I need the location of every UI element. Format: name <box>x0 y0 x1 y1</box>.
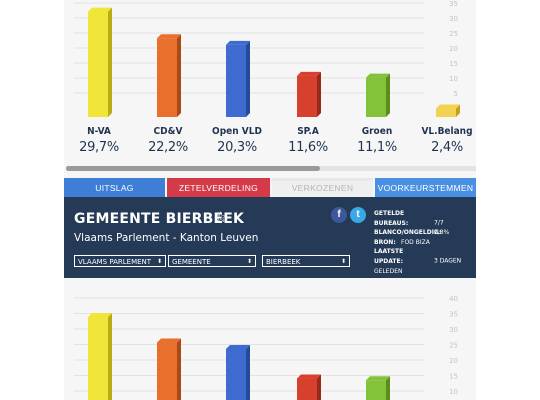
bar-side <box>108 313 112 400</box>
bar <box>297 75 317 117</box>
bar-top <box>226 40 250 45</box>
y-tick-label: 20 <box>449 357 458 365</box>
info-row: LAATSTE UPDATE: 3 DAGEN GELEDEN <box>374 248 462 275</box>
party-label: N-VA <box>87 126 111 137</box>
bar-top <box>157 34 181 39</box>
bar-top <box>297 71 321 76</box>
party-percentage: 22,2% <box>148 140 188 155</box>
results-chart-bottom: 40 35 30 25 20 15 10 <box>64 278 476 400</box>
tab-verkozenen[interactable]: VERKOZENEN <box>272 178 373 197</box>
party-percentage: 20,3% <box>217 140 257 155</box>
bar-chart-bottom: 40 35 30 25 20 15 10 <box>74 295 458 400</box>
election-info: GETELDE BUREAUS: 7/7 BLANCO/ONGELDIG:2,8%… <box>374 209 476 276</box>
bar-chart-top: 35 30 25 20 15 10 5 <box>74 0 460 118</box>
y-tick-label: 5 <box>454 90 458 98</box>
bar-top <box>297 374 321 379</box>
bar <box>436 108 456 117</box>
tab-bar: UITSLAG ZETELVERDELING VERKOZENEN VOORKE… <box>64 178 476 197</box>
y-tick-label: 10 <box>449 388 458 396</box>
results-chart-top: 35 30 25 20 15 10 5 N-VA CD&V Open VLD SP.A Gr… <box>64 0 476 172</box>
bar <box>226 44 246 118</box>
facebook-icon[interactable]: f <box>331 207 347 223</box>
party-label: CD&V <box>153 126 183 137</box>
party-percentage: 29,7% <box>79 140 119 155</box>
bar-top <box>366 376 390 381</box>
bar-side <box>386 73 390 117</box>
y-tick-label: 20 <box>449 45 458 53</box>
chevron-updown-icon: ⬍ <box>156 258 162 265</box>
bar-side <box>108 7 112 117</box>
y-tick-label: 15 <box>449 60 458 68</box>
bar-top <box>226 344 250 349</box>
party-label: SP.A <box>297 126 319 137</box>
y-tick-label: 35 <box>449 0 458 8</box>
bar <box>366 380 386 400</box>
bar-side <box>386 376 390 400</box>
bar-top <box>88 313 112 318</box>
tab-label: ZETELVERDELING <box>178 183 259 193</box>
bar-side <box>456 104 460 117</box>
bar-side <box>177 338 181 400</box>
y-tick-label: 40 <box>449 295 458 303</box>
tab-label: VERKOZENEN <box>291 183 354 193</box>
favorite-star-icon[interactable]: ☆ <box>214 208 228 226</box>
bar <box>88 317 108 400</box>
y-tick-label: 25 <box>449 342 458 350</box>
party-percentage: 11,6% <box>288 140 328 155</box>
bar-top <box>366 73 390 78</box>
bar-side <box>317 374 321 400</box>
party-label: Groen <box>361 126 393 137</box>
party-percentage: 2,4% <box>431 140 463 155</box>
chart-scrollbar[interactable] <box>66 166 476 171</box>
bar-top <box>436 104 460 109</box>
info-row: BLANCO/ONGELDIG:2,8% <box>374 229 450 237</box>
bar-side <box>246 344 250 400</box>
bar-top <box>88 7 112 12</box>
bar-side <box>317 71 321 117</box>
bar <box>157 38 177 117</box>
tab-uitslag[interactable]: UITSLAG <box>64 178 165 197</box>
info-row: GETELDE BUREAUS: 7/7 <box>374 210 444 227</box>
tab-label: VOORKEURSTEMMEN <box>377 183 474 193</box>
chevron-updown-icon: ⬍ <box>246 258 252 265</box>
bar <box>366 77 386 117</box>
tab-zetelverdeling[interactable]: ZETELVERDELING <box>167 178 270 197</box>
bar <box>226 348 246 400</box>
info-row: BRON: FOD BIZA <box>374 238 430 246</box>
y-tick-label: 25 <box>449 30 458 38</box>
bar-top <box>157 338 181 343</box>
bar <box>88 11 108 117</box>
tab-label: UITSLAG <box>95 183 134 193</box>
bar-side <box>177 34 181 117</box>
y-tick-label: 10 <box>449 75 458 83</box>
level-select[interactable]: GEMEENTE ⬍ <box>168 255 256 267</box>
y-tick-label: 30 <box>449 15 458 23</box>
y-tick-label: 30 <box>449 326 458 334</box>
y-tick-label: 15 <box>449 373 458 381</box>
bar <box>297 378 317 400</box>
election-select[interactable]: VLAAMS PARLEMENT ⬍ <box>74 255 166 267</box>
party-label: Open VLD <box>212 126 262 137</box>
municipality-panel: GEMEENTE BIERBEEK ☆ Vlaams Parlement - K… <box>64 197 476 278</box>
party-percentage: 11,1% <box>357 140 397 155</box>
page-subtitle: Vlaams Parlement - Kanton Leuven <box>74 232 259 244</box>
bar <box>157 342 177 400</box>
bar-side <box>246 40 250 118</box>
scrollbar-thumb[interactable] <box>66 166 321 171</box>
municipality-select[interactable]: BIERBEEK ⬍ <box>262 255 350 267</box>
y-tick-label: 35 <box>449 311 458 319</box>
twitter-icon[interactable]: t <box>350 207 366 223</box>
tab-voorkeurstemmen[interactable]: VOORKEURSTEMMEN <box>375 178 476 197</box>
page-title: GEMEENTE BIERBEEK <box>74 211 245 227</box>
chevron-updown-icon: ⬍ <box>340 258 346 265</box>
party-label: VL.Belang <box>421 126 473 137</box>
